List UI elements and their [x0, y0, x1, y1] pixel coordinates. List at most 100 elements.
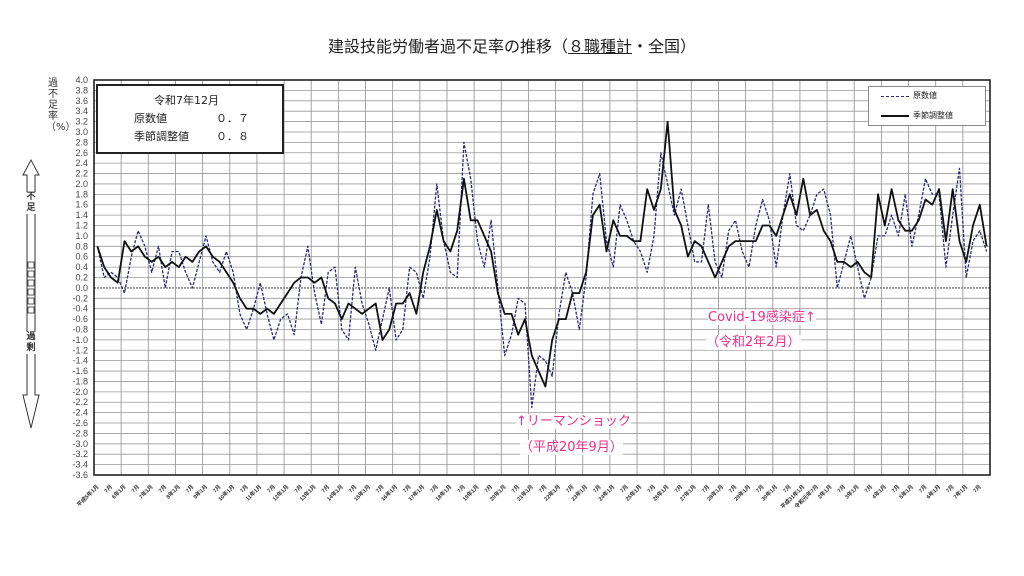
x-tick-label: 7月: [591, 483, 603, 495]
y-tick-label: 2.6: [75, 148, 88, 158]
y-tick-label: 2.0: [75, 179, 88, 189]
adjusted-value-label: 季節調整値: [134, 130, 189, 143]
surplus-label: 過剰: [24, 332, 38, 354]
x-tick-label: 7月: [347, 483, 359, 495]
x-tick-label: 7月: [292, 483, 304, 495]
y-tick-label: 1.0: [75, 231, 88, 241]
y-tick-label: 1.8: [75, 189, 88, 199]
x-tick-label: 7月: [129, 483, 141, 495]
arrow-box-mark: [27, 288, 35, 296]
legend: 原数値 季節調整値: [868, 86, 986, 126]
y-tick-label: 3.8: [75, 85, 88, 95]
arrow-box-mark: [27, 306, 35, 314]
x-tick-label: 平成5年1月: [75, 483, 101, 509]
y-tick-label: -2.2: [72, 397, 88, 407]
x-tick-label: 7月: [455, 483, 467, 495]
title-underlined: ８職種計: [567, 37, 632, 56]
plot-frame: [93, 79, 991, 476]
y-tick-label: -1.6: [72, 366, 88, 376]
x-tick-label: 7月: [537, 483, 549, 495]
x-tick-label: 7月: [672, 483, 684, 495]
y-tick-label: 1.2: [75, 221, 88, 231]
annotation-lehman: ↑リーマンショック: [516, 414, 631, 429]
y-tick-label: -0.6: [72, 314, 88, 324]
y-tick-label: -0.4: [72, 304, 88, 314]
x-tick-label: 7月: [482, 483, 494, 495]
y-tick-label: 3.2: [75, 117, 88, 127]
y-tick-label: -3.0: [72, 439, 88, 449]
x-tick-label: 7月: [265, 483, 277, 495]
x-tick-label: 7月: [917, 483, 929, 495]
y-tick-label: -3.4: [72, 460, 88, 470]
y-tick-label: 1.6: [75, 200, 88, 210]
arrow-box-mark: [27, 279, 35, 287]
x-tick-label: 7月: [157, 483, 169, 495]
x-tick-label: 4年1月: [870, 483, 888, 501]
annotation-lehman-date: （平成20年9月）: [520, 440, 623, 455]
legend-label-raw: 原数値: [913, 91, 937, 100]
x-tick-label: 7月: [890, 483, 902, 495]
y-tick-label: -1.8: [72, 376, 88, 386]
arrow-box-mark: [27, 270, 35, 278]
y-tick-label: 0.8: [75, 241, 88, 251]
raw-value: ０．７: [216, 112, 249, 125]
annotation-covid: Covid-19感染症↑: [708, 310, 816, 325]
title-tail: ・全国）: [632, 37, 697, 56]
x-tick-label: 9年1月: [191, 483, 209, 501]
y-axis-label: 過不足率（%）: [46, 78, 76, 133]
y-tick-label: 1.4: [75, 210, 88, 220]
raw-value-label: 原数値: [134, 112, 167, 125]
title-main: 建設技能労働者過不足率の推移（: [327, 37, 568, 56]
x-tick-label: 7月: [645, 483, 657, 495]
y-tick-label: 0.4: [75, 262, 88, 272]
y-tick-label: -2.0: [72, 387, 88, 397]
y-tick-label: -0.2: [72, 293, 88, 303]
raw-series-line: [96, 141, 988, 409]
x-tick-label: 8年1月: [164, 483, 182, 501]
legend-item-raw: 原数値: [881, 91, 937, 101]
x-tick-label: 5年1月: [897, 483, 915, 501]
x-tick-label: 7月: [428, 483, 440, 495]
y-tick-label: 4.0: [75, 75, 88, 85]
y-tick-label: 3.4: [75, 106, 88, 116]
y-tick-label: 2.8: [75, 137, 88, 147]
x-tick-label: 7月: [781, 483, 793, 495]
y-tick-label: -2.4: [72, 408, 88, 418]
dashed-line-swatch: [881, 95, 909, 97]
x-tick-label: 7月: [727, 483, 739, 495]
x-tick-label: 7年1月: [951, 483, 969, 501]
y-tick-label: -0.8: [72, 324, 88, 334]
x-tick-label: 6年1月: [110, 483, 128, 501]
chart-title: 建設技能労働者過不足率の推移（８職種計・全国）: [0, 33, 1024, 57]
latest-period: 令和7年12月: [154, 94, 219, 107]
x-tick-label: 7月: [971, 483, 983, 495]
y-tick-label: 0.2: [75, 273, 88, 283]
x-tick-label: 7月: [564, 483, 576, 495]
adjusted-value: ０．８: [216, 130, 249, 143]
y-tick-label: -2.8: [72, 428, 88, 438]
y-tick-label: 2.2: [75, 169, 88, 179]
x-tick-label: 7月: [319, 483, 331, 495]
x-tick-label: 7月: [374, 483, 386, 495]
x-tick-label: 7月: [401, 483, 413, 495]
y-tick-label: -2.6: [72, 418, 88, 428]
x-tick-label: 7月: [238, 483, 250, 495]
y-tick-label: -1.2: [72, 345, 88, 355]
latest-value-box: 令和7年12月 原数値 ０．７ 季節調整値 ０．８: [96, 84, 284, 154]
x-tick-label: 7月: [700, 483, 712, 495]
x-tick-label: 2年1月: [816, 483, 834, 501]
x-tick-label: 7月: [102, 483, 114, 495]
y-tick-label: -1.0: [72, 335, 88, 345]
x-tick-label: 7月: [184, 483, 196, 495]
annotation-covid-date: （令和2年2月）: [706, 335, 801, 350]
x-tick-label: 3年1月: [843, 483, 861, 501]
arrow-box-mark: [27, 297, 35, 305]
legend-label-adjusted: 季節調整値: [913, 111, 953, 120]
y-tick-label: 3.0: [75, 127, 88, 137]
x-tick-label: 7月: [863, 483, 875, 495]
x-tick-label: 7年1月: [137, 483, 155, 501]
x-tick-label: 7月: [944, 483, 956, 495]
x-tick-label: 7月: [754, 483, 766, 495]
y-tick-label: -1.4: [72, 356, 88, 366]
